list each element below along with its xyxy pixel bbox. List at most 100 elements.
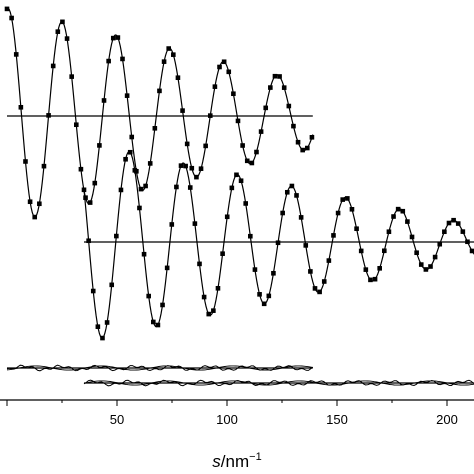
data-point	[231, 91, 236, 97]
series-2	[81, 149, 474, 341]
data-point	[141, 251, 147, 257]
data-point	[252, 267, 258, 272]
data-point	[201, 294, 207, 300]
data-point	[215, 285, 221, 291]
data-point	[258, 129, 264, 134]
data-point	[309, 135, 315, 140]
data-point	[303, 243, 309, 248]
data-point	[418, 262, 424, 267]
data-point	[9, 15, 14, 21]
data-point	[175, 75, 181, 81]
data-point	[345, 196, 350, 201]
data-point	[317, 289, 322, 295]
data-point	[295, 139, 301, 145]
data-point	[234, 172, 239, 178]
data-point	[382, 248, 387, 254]
data-point	[249, 160, 255, 166]
data-point	[257, 292, 262, 297]
data-point	[428, 264, 433, 269]
data-point	[184, 141, 190, 147]
data-point	[23, 159, 28, 164]
data-point	[386, 229, 392, 235]
data-point	[349, 206, 355, 212]
data-point	[275, 240, 281, 246]
data-point	[174, 184, 179, 190]
data-point	[169, 222, 175, 227]
data-point	[132, 168, 138, 173]
x-tick-label: 100	[216, 412, 238, 427]
data-point	[90, 288, 96, 294]
data-point	[226, 69, 232, 75]
data-point	[395, 206, 401, 212]
data-point	[78, 166, 84, 172]
x-tick-label: 50	[110, 412, 124, 427]
data-point	[294, 193, 299, 198]
data-point	[95, 324, 101, 329]
data-point	[263, 105, 269, 111]
data-point	[109, 282, 115, 288]
data-point	[161, 59, 167, 64]
data-point	[243, 201, 248, 206]
data-point	[92, 180, 98, 186]
data-point	[340, 197, 346, 202]
data-point	[203, 143, 208, 149]
data-point	[86, 238, 91, 244]
data-point	[451, 217, 456, 223]
data-point	[123, 156, 128, 162]
data-point	[414, 250, 419, 256]
data-point	[254, 149, 259, 155]
data-point	[206, 311, 212, 317]
data-point	[110, 35, 116, 41]
data-point	[64, 36, 70, 41]
data-point	[187, 185, 193, 190]
data-point	[171, 52, 176, 57]
data-point	[363, 267, 369, 272]
data-point	[368, 277, 373, 283]
series-3	[6, 364, 314, 372]
data-point	[266, 293, 272, 299]
data-point	[271, 270, 276, 276]
data-point	[100, 335, 105, 341]
data-point	[212, 84, 218, 89]
data-point	[460, 229, 466, 234]
data-point	[151, 319, 156, 325]
data-point	[268, 85, 273, 90]
data-point	[189, 165, 195, 171]
data-point	[244, 158, 250, 164]
data-point	[331, 233, 336, 238]
data-point	[446, 220, 452, 226]
data-point	[74, 122, 79, 128]
data-point	[391, 214, 396, 219]
data-point	[55, 29, 61, 34]
data-point	[300, 147, 305, 153]
data-point	[469, 248, 474, 254]
data-point	[178, 163, 184, 168]
data-point	[229, 185, 235, 191]
x-tick-label: 200	[436, 412, 458, 427]
data-point	[432, 254, 438, 260]
data-point	[83, 195, 88, 200]
data-point	[211, 308, 216, 313]
data-point	[87, 200, 93, 205]
residual-fit-curve	[6, 365, 313, 371]
data-point	[442, 229, 447, 235]
curves	[4, 6, 474, 387]
data-point	[221, 59, 227, 65]
data-point	[372, 276, 378, 282]
data-point	[60, 19, 65, 25]
data-point	[137, 205, 142, 211]
data-point	[405, 219, 410, 224]
data-point	[146, 293, 151, 299]
data-point	[358, 248, 364, 254]
data-point	[160, 302, 165, 308]
data-point	[27, 199, 33, 205]
data-point	[281, 85, 287, 90]
data-point	[13, 52, 19, 57]
data-point	[118, 187, 124, 193]
data-point	[354, 226, 359, 232]
data-point	[32, 214, 38, 220]
data-point	[220, 251, 225, 256]
data-point	[465, 239, 470, 245]
data-point	[18, 104, 24, 110]
